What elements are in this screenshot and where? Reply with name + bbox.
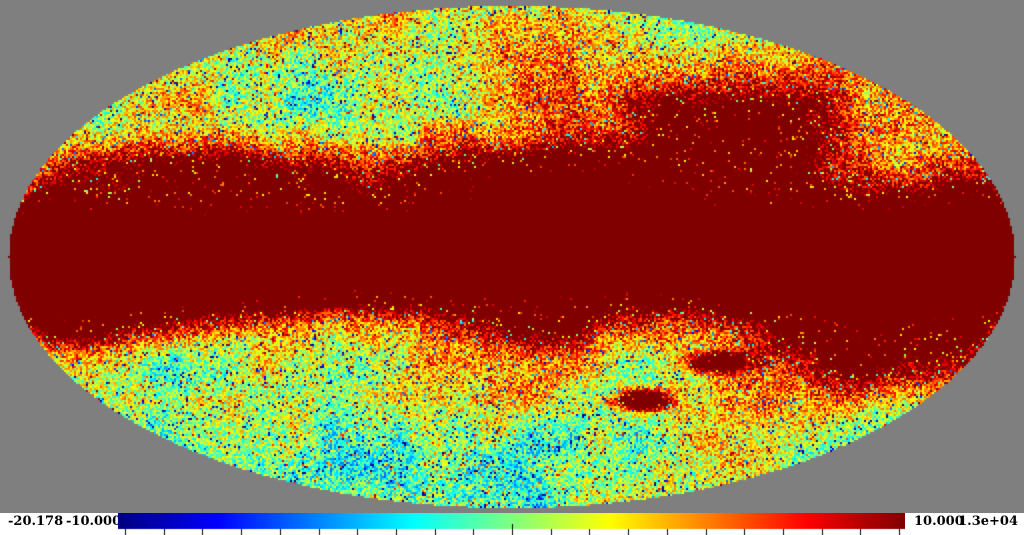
colorbar-strip: -20.178 -10.000 10.000 1.3e+04 — [0, 513, 1024, 535]
colorbar-scale-max-label: 10.000 — [914, 514, 964, 529]
colorbar-data-min-label: -20.178 — [8, 514, 64, 529]
colorbar-data-max-label: 1.3e+04 — [958, 514, 1018, 529]
mollweide-sky-map — [0, 0, 1024, 513]
colorbar-gradient — [118, 513, 905, 535]
colorbar-scale-min-label: -10.000 — [66, 514, 122, 529]
